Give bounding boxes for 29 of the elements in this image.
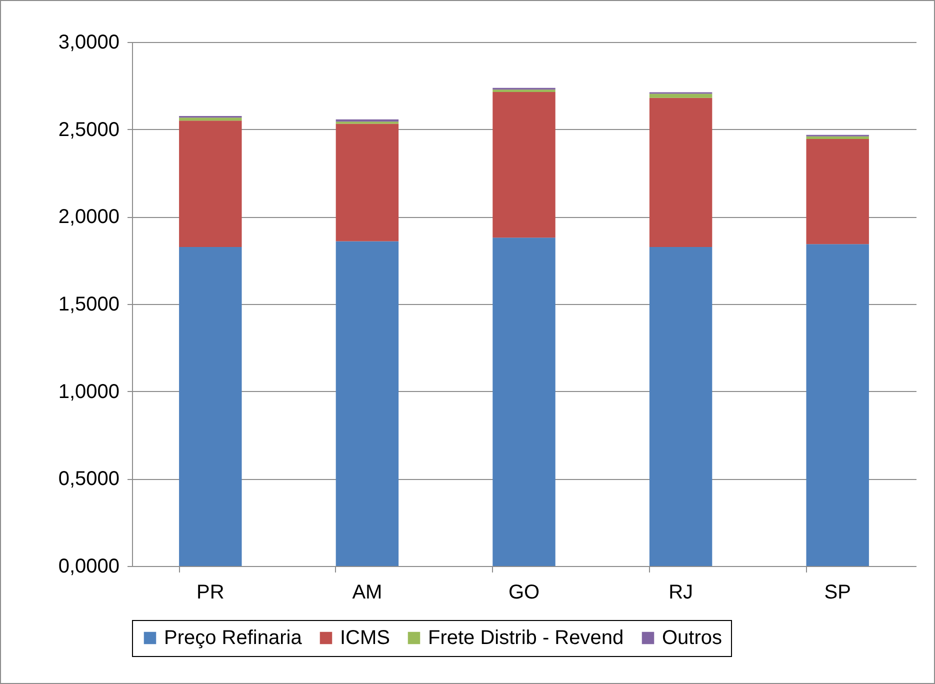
y-tick-label: 2,5000 [58,118,120,141]
bar [649,94,712,98]
bar [336,124,399,242]
x-tick-label: RJ [668,582,694,604]
bar [179,120,242,248]
legend-label: Outros [662,627,722,649]
bar [492,238,556,566]
y-tick-label: 1,5000 [58,294,120,316]
bar [179,247,242,566]
legend-label: ICMS [340,627,390,649]
legend-label: Frete Distrib - Revend [428,627,624,649]
bar [179,118,242,121]
bar [649,247,712,566]
y-tick-label: 0,0000 [58,556,120,578]
y-tick-label: 3,0000 [58,32,120,54]
x-tick-label: AM [352,582,382,604]
bar [492,92,556,238]
bar [806,138,869,244]
bar [649,98,712,248]
x-tick-label: SP [824,582,851,604]
y-tick-label: 2,0000 [58,206,120,228]
bar [806,136,869,139]
x-tick-label: GO [508,582,540,604]
y-tick-label: 0,5000 [58,468,120,490]
y-tick-label: 1,0000 [58,380,120,403]
bar [806,244,869,566]
legend-label: Preço Refinaria [164,627,303,649]
bar [336,241,399,566]
x-tick-label: PR [196,582,224,604]
